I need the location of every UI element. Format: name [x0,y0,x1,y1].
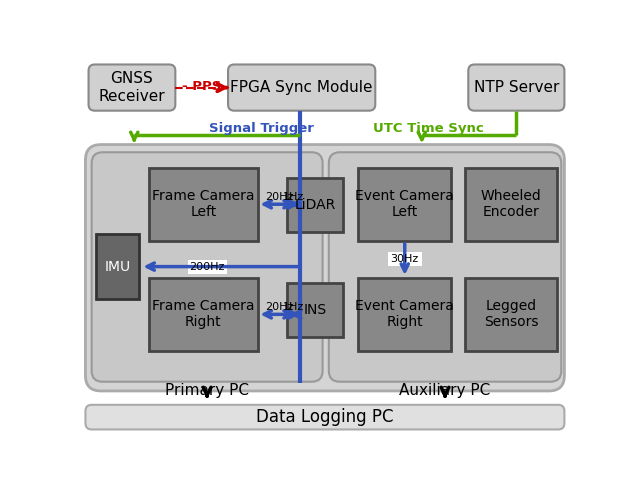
Text: GNSS
Receiver: GNSS Receiver [99,71,165,104]
Text: 20Hz: 20Hz [264,191,293,202]
Text: LiDAR: LiDAR [294,198,335,211]
FancyBboxPatch shape [329,152,561,382]
Text: UTC Time Sync: UTC Time Sync [373,122,483,135]
Bar [149,168,257,241]
Text: Event Camera
Left: Event Camera Left [355,189,454,219]
Bar [358,278,451,351]
Text: Wheeled
Encoder: Wheeled Encoder [481,189,541,219]
Text: Event Camera
Right: Event Camera Right [355,299,454,330]
Text: 200Hz: 200Hz [190,261,225,272]
Bar [149,278,257,351]
FancyBboxPatch shape [86,405,564,430]
Bar [465,278,557,351]
Text: Signal Trigger: Signal Trigger [209,122,314,135]
Text: Data Logging PC: Data Logging PC [256,408,394,426]
Bar [358,168,451,241]
Text: Frame Camera
Left: Frame Camera Left [152,189,254,219]
Bar [388,252,422,266]
Text: FPGA Sync Module: FPGA Sync Module [230,80,373,95]
Text: Legged
Sensors: Legged Sensors [484,299,538,330]
Bar [465,168,557,241]
Text: - PPS: - PPS [182,80,221,92]
Text: Primary PC: Primary PC [165,383,249,399]
Text: 20Hz: 20Hz [264,302,293,312]
Text: 30Hz: 30Hz [391,254,419,264]
Text: INS: INS [303,303,327,317]
Text: 1Hz: 1Hz [283,191,304,202]
Text: IMU: IMU [105,260,131,274]
FancyBboxPatch shape [228,65,375,111]
Bar [96,234,139,299]
FancyBboxPatch shape [86,144,564,391]
Bar [287,178,343,231]
Text: Auxiliary PC: Auxiliary PC [399,383,491,399]
Bar [287,283,343,337]
FancyBboxPatch shape [469,65,564,111]
Text: Frame Camera
Right: Frame Camera Right [152,299,254,330]
FancyBboxPatch shape [92,152,323,382]
Text: NTP Server: NTP Server [474,80,559,95]
FancyBboxPatch shape [89,65,176,111]
Bar [188,260,226,274]
Text: 1Hz: 1Hz [283,302,304,312]
